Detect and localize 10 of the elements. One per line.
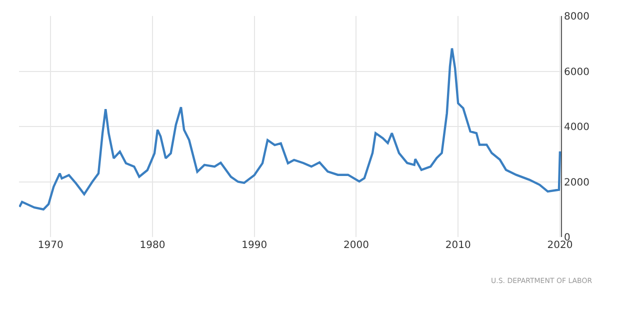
x-tick-label: 2000 [343, 240, 369, 251]
x-tick-label: 1990 [242, 240, 268, 251]
x-tick-label: 1970 [38, 240, 64, 251]
y-tick-label: 2000 [564, 177, 590, 188]
x-tick-label: 1980 [140, 240, 166, 251]
y-tick-label: 4000 [564, 122, 590, 133]
y-tick-label: 6000 [564, 66, 590, 78]
y-tick-label: 8000 [564, 12, 590, 22]
line-series [19, 47, 561, 210]
x-tick-label: 2010 [445, 240, 471, 251]
